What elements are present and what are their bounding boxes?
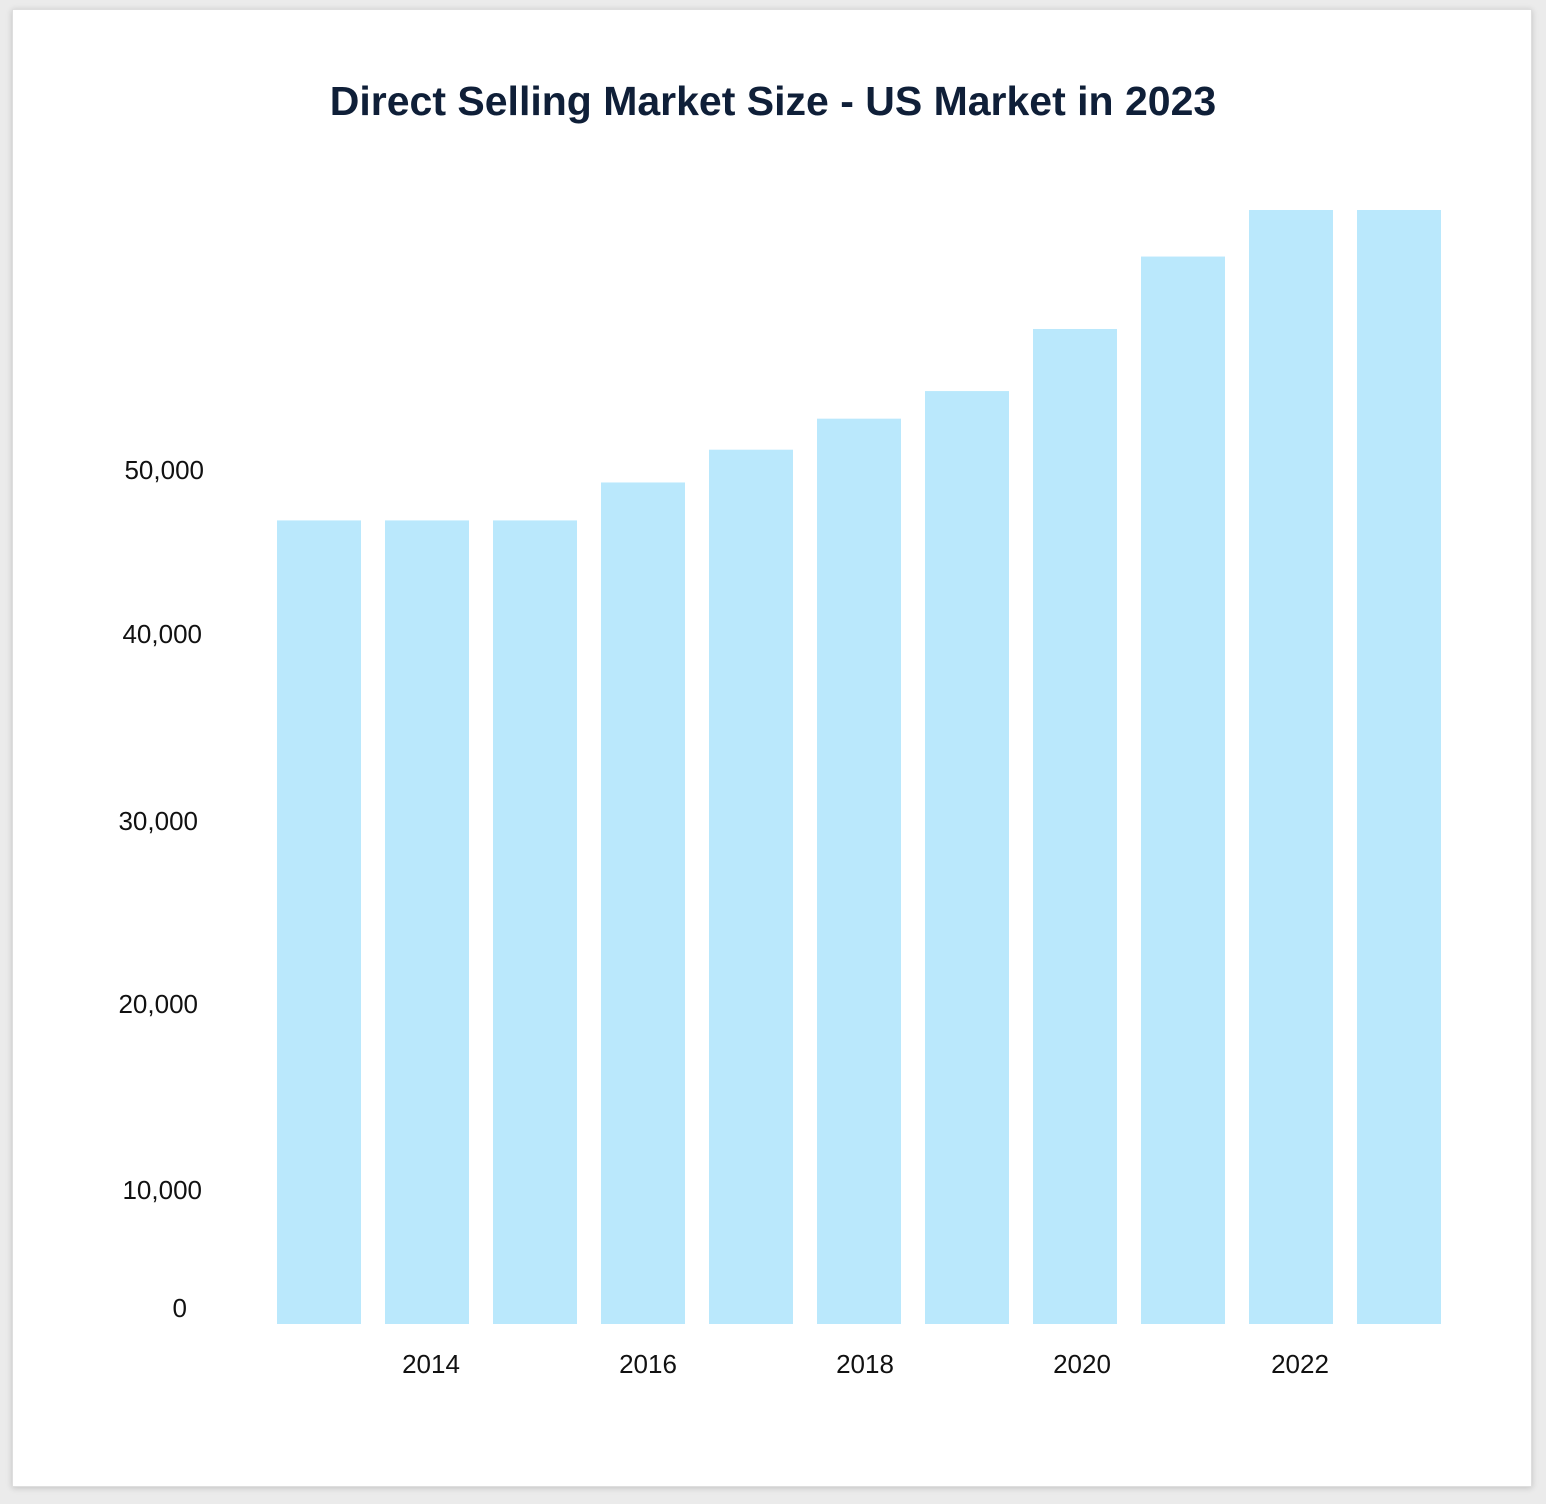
bar-2016: [601, 482, 685, 1325]
x-tick-label: 2018: [836, 1349, 894, 1379]
y-tick-label: 20,000: [118, 989, 198, 1019]
bars-group: [277, 210, 1441, 1325]
y-tick-label: 10,000: [122, 1175, 202, 1205]
x-tick-label: 2022: [1271, 1349, 1329, 1379]
bar-2021: [1141, 256, 1225, 1325]
x-tick-label: 2014: [402, 1349, 460, 1379]
bar-2022: [1249, 210, 1333, 1324]
y-tick-label: 40,000: [122, 619, 202, 649]
y-tick-label: 30,000: [118, 806, 198, 836]
bar-2014: [385, 520, 469, 1324]
x-tick-label: 2016: [619, 1349, 677, 1379]
bar-2018: [817, 418, 901, 1325]
y-tick-label: 0: [173, 1293, 187, 1323]
bar-2017: [709, 449, 793, 1324]
y-axis-ticks: 0 10,000 20,000 30,000 40,000 50,000: [118, 455, 204, 1323]
bar-2013: [277, 520, 361, 1324]
bar-2020: [1033, 328, 1117, 1324]
chart-title: Direct Selling Market Size - US Market i…: [329, 78, 1217, 124]
bar-2023: [1357, 210, 1441, 1324]
bar-2015: [493, 520, 577, 1324]
x-axis-ticks: 2014 2016 2018 2020 2022: [402, 1349, 1329, 1379]
y-tick-label: 50,000: [124, 455, 204, 485]
x-tick-label: 2020: [1053, 1349, 1111, 1379]
bar-2019: [925, 391, 1009, 1324]
